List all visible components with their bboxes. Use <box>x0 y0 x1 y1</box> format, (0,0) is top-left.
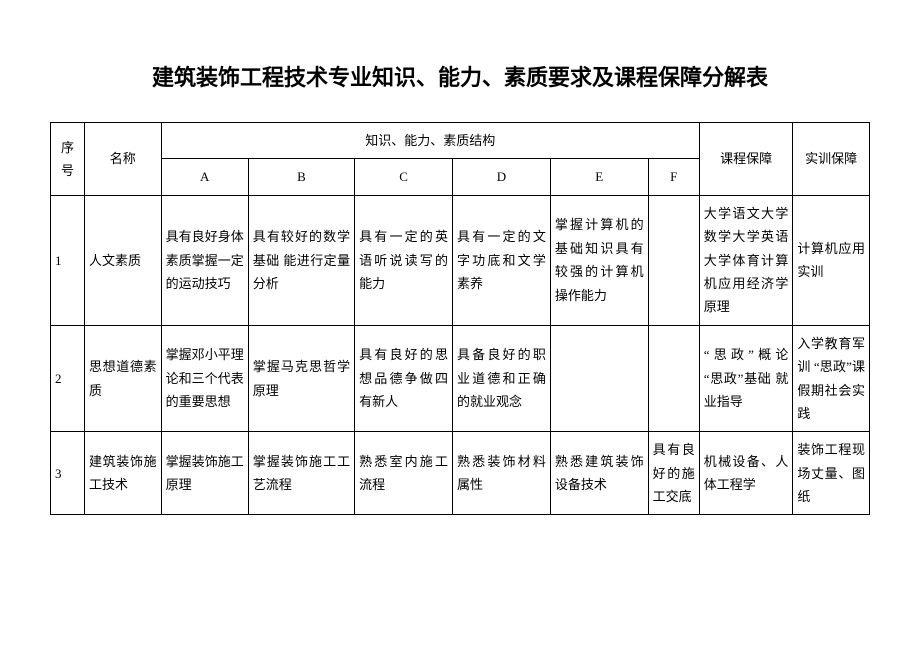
cell-c: 具有良好的思想品德争做四有新人 <box>355 325 453 432</box>
header-seq: 序号 <box>51 123 85 196</box>
cell-b: 具有较好的数学基础 能进行定量分析 <box>248 195 354 325</box>
cell-c: 熟悉室内施工流程 <box>355 432 453 515</box>
cell-b: 掌握马克思哲学原理 <box>248 325 354 432</box>
header-name: 名称 <box>85 123 162 196</box>
cell-seq: 3 <box>51 432 85 515</box>
header-b: B <box>248 159 354 195</box>
cell-training: 装饰工程现场丈量、图纸 <box>793 432 870 515</box>
cell-training: 计算机应用实训 <box>793 195 870 325</box>
header-structure: 知识、能力、素质结构 <box>161 123 699 159</box>
table-row: 2 思想道德素质 掌握邓小平理论和三个代表的重要思想 掌握马克思哲学原理 具有良… <box>51 325 870 432</box>
cell-name: 人文素质 <box>85 195 162 325</box>
cell-e: 熟悉建筑装饰设备技术 <box>550 432 648 515</box>
header-training: 实训保障 <box>793 123 870 196</box>
cell-name: 建筑装饰施工技术 <box>85 432 162 515</box>
header-d: D <box>452 159 550 195</box>
header-course: 课程保障 <box>699 123 793 196</box>
cell-f <box>648 195 699 325</box>
cell-a: 具有良好身体素质掌握一定的运动技巧 <box>161 195 248 325</box>
header-e: E <box>550 159 648 195</box>
cell-name: 思想道德素质 <box>85 325 162 432</box>
cell-course: 机械设备、人体工程学 <box>699 432 793 515</box>
cell-training: 入学教育军训 “思政”课假期社会实践 <box>793 325 870 432</box>
header-a: A <box>161 159 248 195</box>
header-row-1: 序号 名称 知识、能力、素质结构 课程保障 实训保障 <box>51 123 870 159</box>
table-row: 1 人文素质 具有良好身体素质掌握一定的运动技巧 具有较好的数学基础 能进行定量… <box>51 195 870 325</box>
cell-seq: 1 <box>51 195 85 325</box>
cell-b: 掌握装饰施工工艺流程 <box>248 432 354 515</box>
table-row: 3 建筑装饰施工技术 掌握装饰施工原理 掌握装饰施工工艺流程 熟悉室内施工流程 … <box>51 432 870 515</box>
cell-seq: 2 <box>51 325 85 432</box>
cell-d: 具有一定的文字功底和文学素养 <box>452 195 550 325</box>
cell-a: 掌握邓小平理论和三个代表的重要思想 <box>161 325 248 432</box>
cell-e <box>550 325 648 432</box>
header-c: C <box>355 159 453 195</box>
cell-c: 具有一定的英语听说读写的能力 <box>355 195 453 325</box>
requirements-table: 序号 名称 知识、能力、素质结构 课程保障 实训保障 A B C D E F 1… <box>50 122 870 515</box>
cell-d: 熟悉装饰材料属性 <box>452 432 550 515</box>
cell-course: 大学语文大学数学大学英语大学体育计算机应用经济学原理 <box>699 195 793 325</box>
cell-e: 掌握计算机的基础知识具有较强的计算机操作能力 <box>550 195 648 325</box>
cell-d: 具备良好的职业道德和正确的就业观念 <box>452 325 550 432</box>
page-title: 建筑装饰工程技术专业知识、能力、素质要求及课程保障分解表 <box>50 60 870 92</box>
cell-a: 掌握装饰施工原理 <box>161 432 248 515</box>
header-f: F <box>648 159 699 195</box>
cell-f: 具有良好的施工交底 <box>648 432 699 515</box>
cell-course: “思政”概论 “思政”基础 就业指导 <box>699 325 793 432</box>
cell-f <box>648 325 699 432</box>
